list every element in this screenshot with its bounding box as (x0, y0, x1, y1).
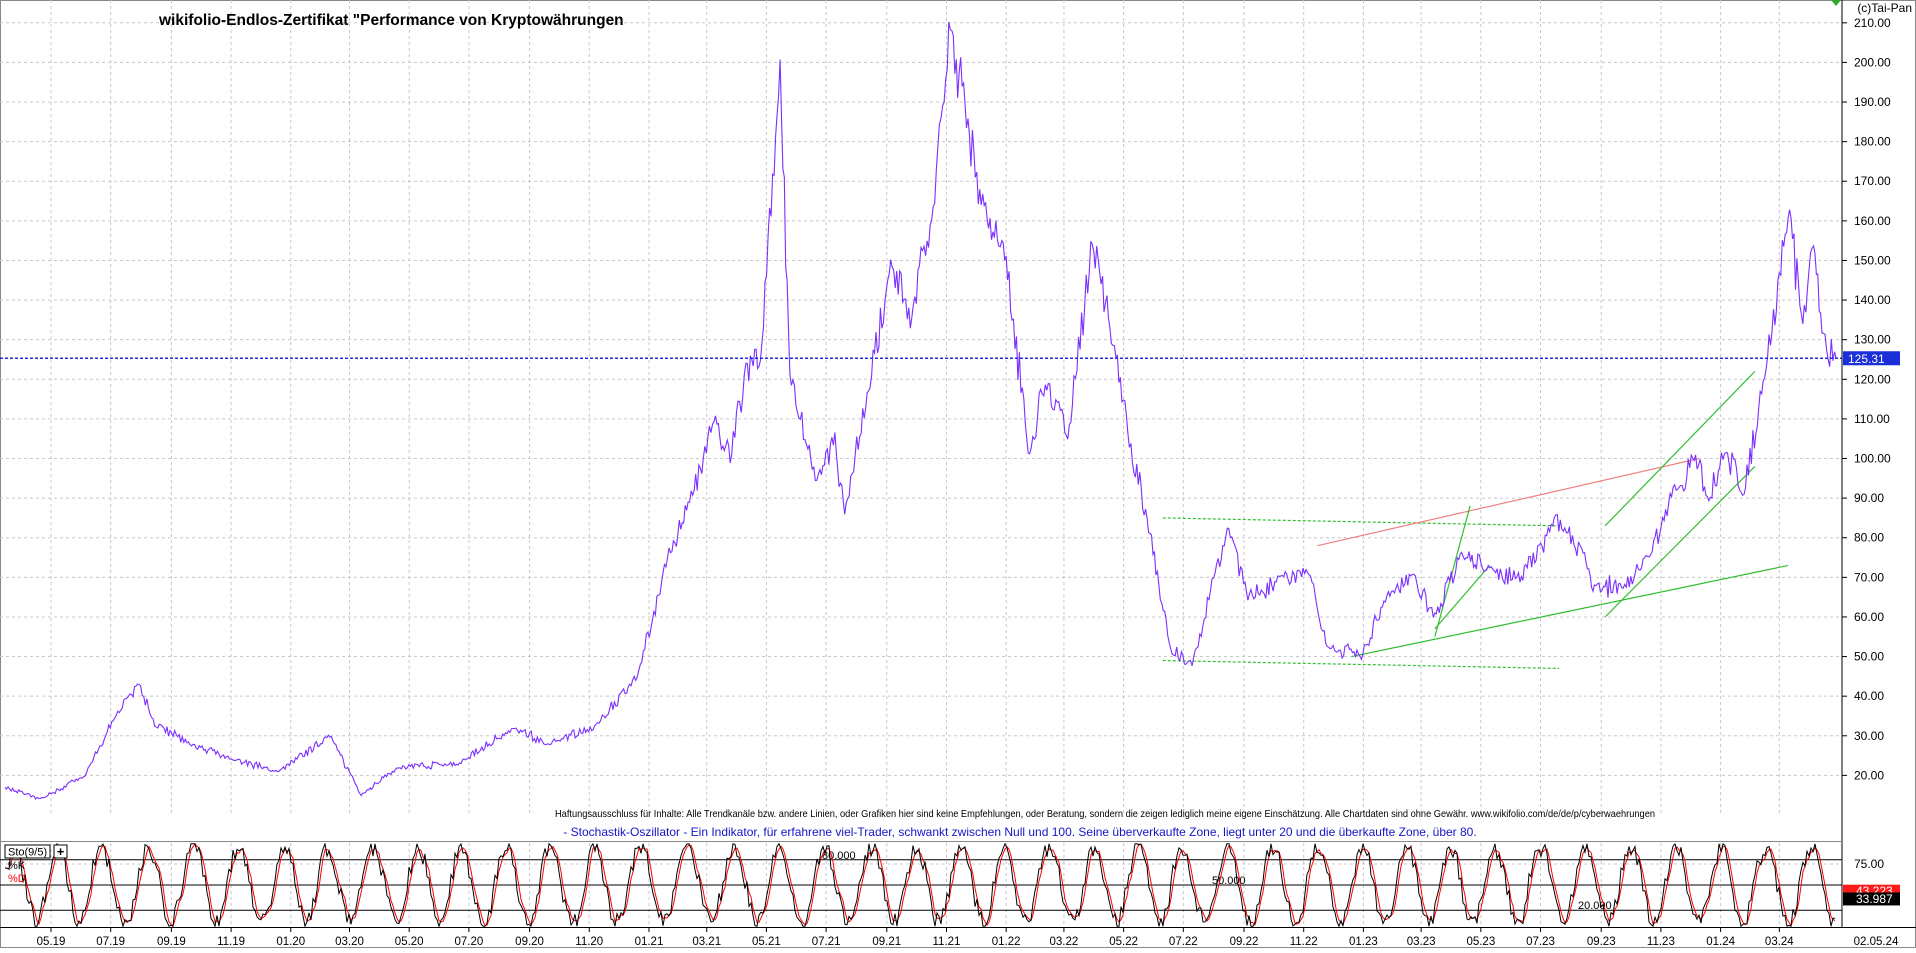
x-tick-label: 11.20 (575, 936, 603, 948)
x-tick-label: 01.20 (276, 936, 305, 948)
x-tick-label: 03.24 (1765, 936, 1794, 948)
trendline (1162, 517, 1560, 527)
x-end-label: 02.05.24 (1854, 936, 1899, 948)
x-tick-label: 05.19 (37, 936, 66, 948)
indicator-label-box[interactable] (4, 844, 51, 859)
stochastic-series (4, 843, 1836, 927)
sto-ref-label: 20.000 (1578, 900, 1612, 912)
x-tick-label: 07.20 (454, 936, 483, 948)
x-tick-label: 07.21 (812, 936, 841, 948)
y-tick-label: 160.00 (1854, 214, 1891, 228)
sto-k-value-box (1843, 892, 1900, 906)
last-price-marker: 125.31 (0, 351, 1900, 366)
x-tick-label: 11.23 (1647, 936, 1675, 948)
y-tick-label: 20.00 (1854, 768, 1884, 782)
x-tick-label: 07.22 (1169, 936, 1198, 948)
x-tick-label: 01.24 (1706, 936, 1735, 948)
y-tick-label: 170.00 (1854, 174, 1891, 188)
y-tick-label: 180.00 (1854, 135, 1891, 149)
x-tick-label: 09.19 (157, 936, 186, 948)
indicator-label[interactable]: Sto(9/5) (8, 847, 47, 859)
x-tick-label: 05.22 (1109, 936, 1138, 948)
y-tick-label: 140.00 (1854, 293, 1891, 307)
y-tick-label: 200.00 (1854, 55, 1891, 69)
stochastic-k-line (4, 843, 1836, 927)
y-axis: 20.00 30.00 40.00 50.00 60.00 70.00 80.00 90.00… (1841, 0, 1891, 927)
trendline (1351, 564, 1789, 658)
x-tick-label: 01.21 (635, 936, 664, 948)
y-tick-label: 60.00 (1854, 610, 1884, 624)
sto-ref-label: 80.000 (822, 850, 856, 862)
chart-title: wikifolio-Endlos-Zertifikat "Performance… (158, 12, 624, 29)
x-tick-label: 01.23 (1349, 936, 1378, 948)
x-tick-label: 09.20 (515, 936, 544, 948)
sto-y-tick-label: 75.00 (1854, 857, 1884, 871)
x-tick-label: 03.23 (1407, 936, 1436, 948)
x-tick-label: 05.21 (752, 936, 781, 948)
y-tick-label: 30.00 (1854, 729, 1884, 743)
x-tick-label: 05.20 (395, 936, 424, 948)
x-tick-label: 09.21 (872, 936, 901, 948)
add-indicator-button[interactable] (53, 844, 68, 859)
x-tick-label: 03.20 (335, 936, 364, 948)
x-tick-label: 11.21 (933, 936, 961, 948)
price-line (4, 21, 1837, 800)
y-tick-label: 50.00 (1854, 650, 1884, 664)
x-tick-label: 05.23 (1466, 936, 1495, 948)
scroll-marker-icon (1831, 0, 1841, 6)
grid-lines (0, 0, 1842, 815)
add-indicator-icon[interactable]: + (57, 844, 65, 859)
x-tick-label: 11.19 (217, 936, 245, 948)
x-tick-label: 03.22 (1050, 936, 1079, 948)
y-tick-label: 190.00 (1854, 95, 1891, 109)
last-price-label: 125.31 (1848, 352, 1885, 366)
trendline (1604, 466, 1756, 618)
y-tick-label: 130.00 (1854, 333, 1891, 347)
x-axis: 05.19 07.19 09.19 11.19 01.20 03.20 05.20 07.20… (0, 927, 1916, 948)
price-series (4, 21, 1837, 800)
disclaimer-text: Haftungsausschluss für Inhalte: Alle Tre… (555, 808, 1655, 820)
y-tick-label: 90.00 (1854, 491, 1884, 505)
x-tick-label: 09.22 (1230, 936, 1259, 948)
trendline (1317, 457, 1700, 547)
y-tick-label: 120.00 (1854, 372, 1891, 386)
trendline (1604, 370, 1756, 527)
y-tick-label: 150.00 (1854, 253, 1891, 267)
y-tick-label: 100.00 (1854, 452, 1891, 466)
legend-k: %K (8, 860, 26, 872)
x-tick-label: 03.21 (692, 936, 721, 948)
trendlines (1162, 370, 1789, 670)
y-tick-label: 70.00 (1854, 570, 1884, 584)
legend-d: %D (8, 873, 26, 885)
copyright-label: (c)Tai-Pan (1857, 1, 1912, 15)
y-tick-label: 80.00 (1854, 531, 1884, 545)
x-tick-label: 01.22 (992, 936, 1021, 948)
x-tick-label: 07.19 (96, 936, 125, 948)
y-tick-label: 110.00 (1854, 412, 1890, 426)
sto-k-value-label: 33.987 (1856, 892, 1893, 906)
indicator-description: - Stochastik-Oszillator - Ein Indikator,… (563, 825, 1476, 839)
x-tick-label: 11.22 (1290, 936, 1318, 948)
trendline (1162, 659, 1560, 670)
y-tick-label: 40.00 (1854, 689, 1884, 703)
trendline (1434, 565, 1491, 630)
trendline (1434, 505, 1471, 637)
x-tick-label: 07.23 (1526, 936, 1555, 948)
last-price-box (1843, 351, 1900, 366)
y-tick-label: 210.00 (1854, 16, 1891, 30)
x-tick-label: 09.23 (1587, 936, 1616, 948)
